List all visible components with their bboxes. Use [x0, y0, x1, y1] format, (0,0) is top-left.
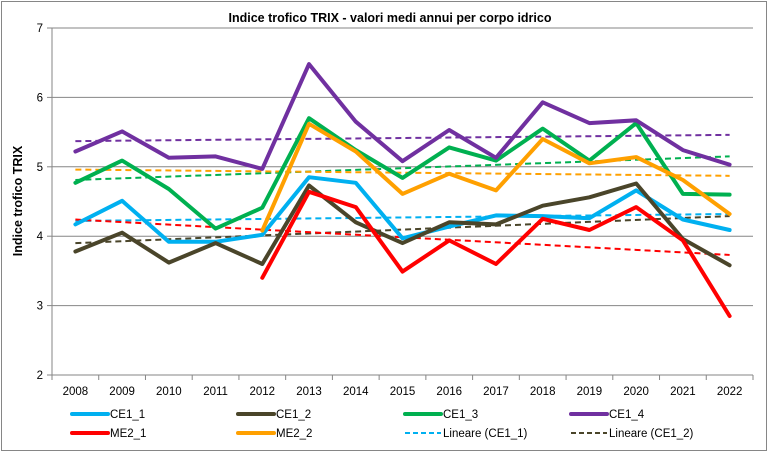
x-tick-label: 2019 — [577, 386, 603, 398]
x-tick-label: 2018 — [530, 386, 556, 398]
legend-item-me2-2: ME2_2 — [236, 428, 312, 440]
gridlines — [47, 27, 753, 376]
legend-label: CE1_2 — [276, 409, 311, 421]
y-tick-label: 4 — [37, 231, 44, 243]
legend-item-ce1-4: CE1_4 — [569, 409, 645, 421]
series-line-ce1-3 — [73, 116, 732, 231]
legend-item-lineare-ce1-2: Lineare (CE1_2) — [571, 428, 694, 440]
x-tick-label: 2013 — [296, 386, 322, 398]
legend-item-me2-1: ME2_1 — [70, 428, 146, 440]
series-line-ce1-1 — [73, 175, 732, 244]
x-tick-label: 2011 — [203, 386, 228, 398]
legend-label: CE1_4 — [609, 409, 645, 421]
series-line-ce1-2 — [73, 181, 732, 268]
x-tick-label: 2008 — [63, 386, 89, 398]
y-tick-label: 5 — [37, 162, 43, 174]
series-line-me2-1 — [260, 189, 732, 318]
legend-item-lineare-ce1-1: Lineare (CE1_1) — [405, 428, 528, 440]
legend-label: CE1_3 — [443, 409, 478, 421]
legend-item-ce1-2: CE1_2 — [236, 409, 311, 421]
y-tick-label: 3 — [37, 301, 43, 313]
x-tick-label: 2010 — [156, 386, 182, 398]
legend-label: ME2_1 — [110, 428, 146, 440]
y-tick-label: 2 — [37, 370, 43, 382]
x-tick-labels: 2008 2009 2010 2011 2012 2013 2014 2015 2016 2017… — [63, 386, 743, 398]
legend-item-ce1-1: CE1_1 — [70, 409, 145, 421]
y-axis-label: Indice trofico TRIX — [11, 145, 25, 256]
x-tick-label: 2021 — [670, 386, 696, 398]
x-tick-label: 2017 — [483, 386, 509, 398]
y-tick-label: 7 — [37, 23, 43, 35]
y-tick-labels: 2 3 4 5 6 7 — [37, 23, 44, 382]
y-tick-label: 6 — [37, 92, 43, 104]
trendline-ce1-4 — [75, 133, 730, 143]
legend-item-ce1-3: CE1_3 — [403, 409, 478, 421]
x-tick-label: 2020 — [623, 386, 649, 398]
trendline-me2-2 — [75, 168, 730, 177]
legend-label: Lineare (CE1_2) — [609, 428, 694, 440]
series-line-me2-2 — [260, 121, 732, 233]
x-tick-label: 2016 — [436, 386, 462, 398]
legend-label: Lineare (CE1_1) — [443, 428, 528, 440]
trendline-ce1-1 — [75, 212, 730, 222]
x-tick-label: 2012 — [250, 386, 276, 398]
x-tick-label: 2022 — [717, 386, 743, 398]
trendline-ce1-2 — [75, 215, 730, 245]
legend-label: ME2_2 — [276, 428, 312, 440]
series-line-ce1-4 — [73, 62, 732, 171]
series-lines — [73, 62, 732, 318]
axes — [51, 28, 754, 380]
legend-label: CE1_1 — [110, 409, 145, 421]
x-tick-label: 2009 — [109, 386, 135, 398]
x-tick-label: 2015 — [390, 386, 416, 398]
chart-title: Indice trofico TRIX - valori medi annui … — [229, 11, 552, 25]
x-tick-label: 2014 — [343, 386, 369, 398]
legend: CE1_1 CE1_2 CE1_3 CE1_4 ME2_1 ME2_2 Lineare (C… — [70, 409, 694, 440]
